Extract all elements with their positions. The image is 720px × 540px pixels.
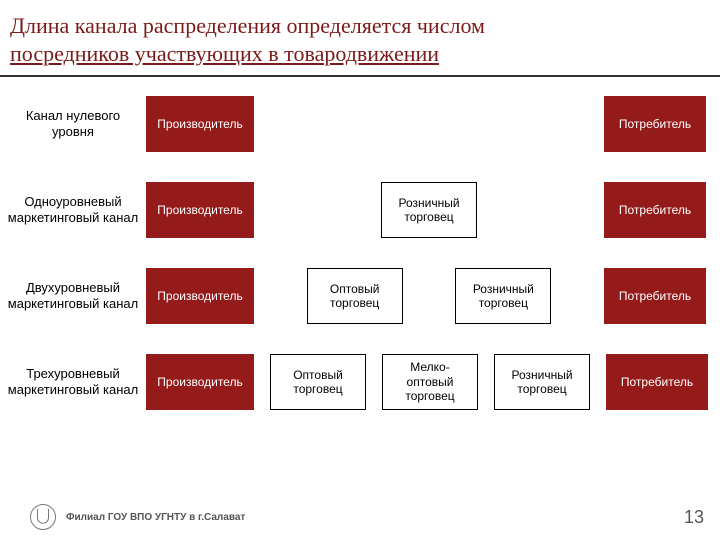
channel-row: Трехуровневый маркетинговый каналПроизво…	[6, 353, 706, 411]
row-boxes: Производитель Потребитель	[146, 95, 706, 153]
channel-row: Канал нулевого уровняПроизводитель Потреб…	[6, 95, 706, 153]
producer-box: Производитель	[146, 182, 254, 238]
channel-row: Двухуровневый маркетинговый каналПроизво…	[6, 267, 706, 325]
mid-box: Оптовый торговец	[270, 354, 366, 410]
mid-box: Розничный торговец	[381, 182, 477, 238]
producer-box: Производитель	[146, 96, 254, 152]
row-label: Одноуровневый маркетинговый канал	[6, 194, 146, 227]
channel-row: Одноуровневый маркетинговый каналПроизво…	[6, 181, 706, 239]
mid-box: Розничный торговец	[455, 268, 551, 324]
page-number: 13	[684, 507, 704, 528]
mid-box: Розничный торговец	[494, 354, 590, 410]
mid-box: Оптовый торговец	[307, 268, 403, 324]
consumer-box: Потребитель	[604, 182, 706, 238]
consumer-box: Потребитель	[606, 354, 708, 410]
footer-logo-icon	[30, 504, 56, 530]
producer-box: Производитель	[146, 268, 254, 324]
row-boxes: Производитель Розничный торговец Потребите…	[146, 181, 706, 239]
title-line-1: Длина канала распределения определяется …	[10, 13, 485, 38]
mid-box: Мелко-оптовый торговец	[382, 354, 478, 410]
consumer-box: Потребитель	[604, 268, 706, 324]
footer-text: Филиал ГОУ ВПО УГНТУ в г.Салават	[66, 512, 245, 523]
consumer-box: Потребитель	[604, 96, 706, 152]
row-boxes: Производитель Оптовый торговец Мелко-оптов…	[146, 353, 708, 411]
row-label: Трехуровневый маркетинговый канал	[6, 366, 146, 399]
producer-box: Производитель	[146, 354, 254, 410]
row-boxes: Производитель Оптовый торговец Розничный т…	[146, 267, 706, 325]
footer: Филиал ГОУ ВПО УГНТУ в г.Салават 13	[0, 504, 720, 530]
channel-rows: Канал нулевого уровняПроизводительПотреб…	[0, 77, 720, 411]
row-label: Двухуровневый маркетинговый канал	[6, 280, 146, 313]
title-line-2: посредников участвующих в товародвижении	[10, 41, 439, 66]
slide-title: Длина канала распределения определяется …	[0, 0, 720, 77]
row-label: Канал нулевого уровня	[6, 108, 146, 141]
